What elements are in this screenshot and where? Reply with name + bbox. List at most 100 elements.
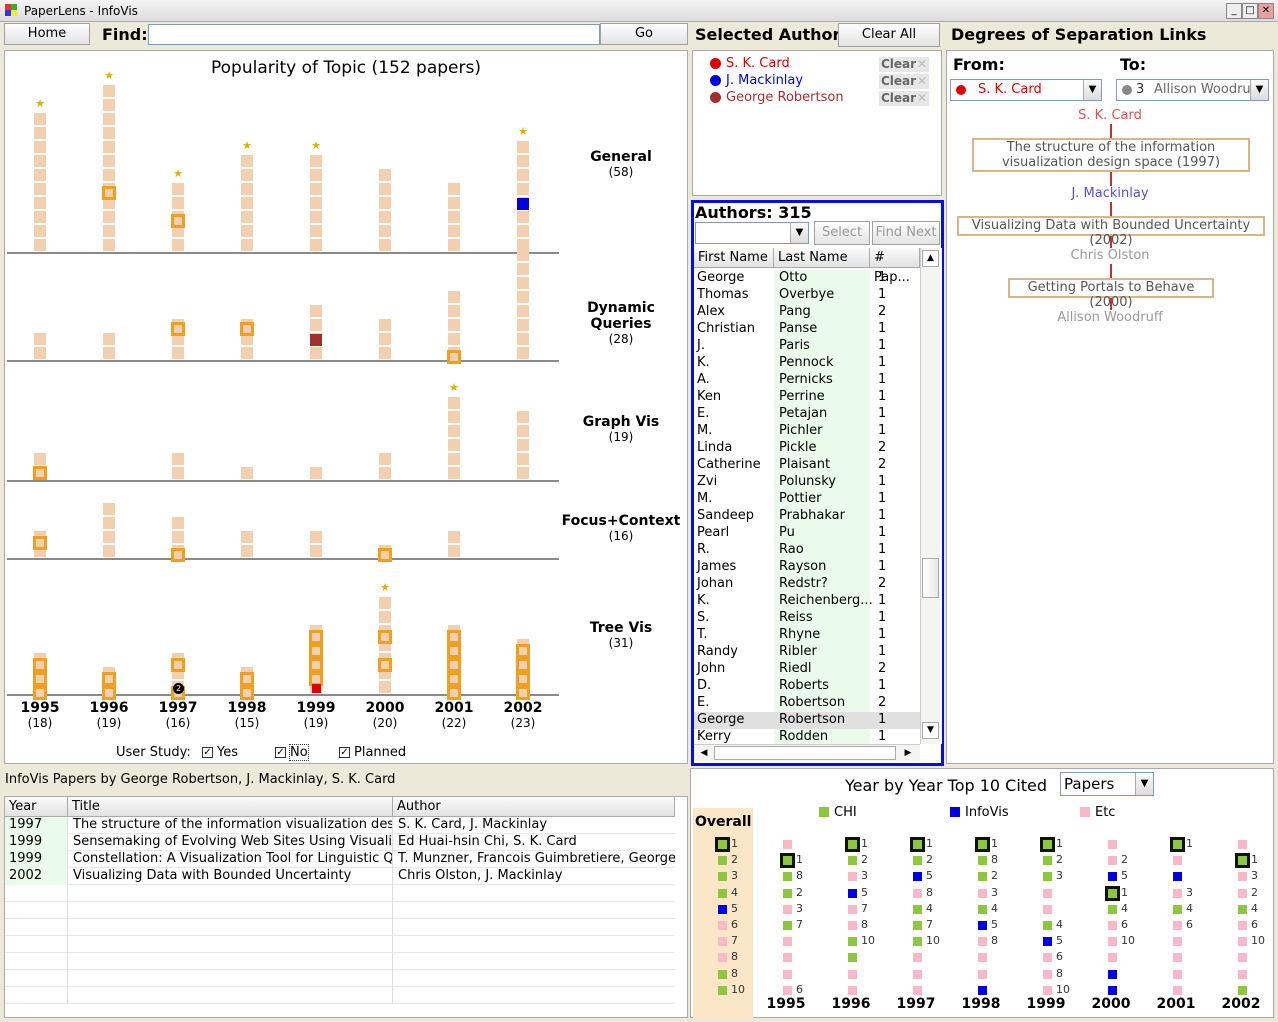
cited-paper-square[interactable]: [1238, 921, 1247, 930]
scroll-up-icon[interactable]: ▲: [922, 250, 939, 267]
author-row[interactable]: S. Reiss 1: [694, 610, 920, 627]
paper-square[interactable]: [34, 155, 46, 167]
paper-square[interactable]: [310, 169, 322, 181]
paper-square[interactable]: [448, 305, 460, 317]
highlighted-paper[interactable]: [309, 630, 323, 644]
paper-square[interactable]: [448, 225, 460, 237]
highlighted-paper[interactable]: [33, 466, 47, 480]
paper-square[interactable]: [241, 467, 253, 479]
paper-square[interactable]: [34, 333, 46, 345]
paper-square[interactable]: [517, 425, 529, 437]
cited-paper-square[interactable]: [1043, 937, 1052, 947]
paper-square[interactable]: [103, 225, 115, 237]
author-row[interactable]: R. Rao 1: [694, 542, 920, 559]
cited-paper-square[interactable]: [1105, 885, 1120, 901]
paper-square[interactable]: [241, 155, 253, 167]
col-last-name[interactable]: Last Name: [774, 248, 870, 268]
cited-paper-square[interactable]: [1043, 921, 1052, 930]
clear-author-button[interactable]: Clear ✕: [879, 57, 929, 72]
paper-square[interactable]: [517, 333, 529, 345]
highlighted-paper[interactable]: [516, 658, 530, 672]
paper-square[interactable]: [34, 183, 46, 195]
paper-square[interactable]: [103, 169, 115, 181]
paper-square[interactable]: [103, 99, 115, 111]
paper-square[interactable]: [34, 141, 46, 153]
cited-paper-square[interactable]: [1108, 921, 1117, 930]
paper-square[interactable]: [310, 239, 322, 251]
paper-square[interactable]: [517, 453, 529, 465]
cited-paper-square[interactable]: [1108, 985, 1117, 995]
cited-paper-square[interactable]: [1043, 872, 1052, 882]
cited-paper-square[interactable]: [913, 856, 922, 866]
author-row[interactable]: John Riedl 2: [694, 661, 920, 678]
cited-paper-square[interactable]: [1173, 872, 1182, 882]
cited-paper-square[interactable]: [1108, 937, 1117, 947]
cited-paper-square[interactable]: [1173, 921, 1182, 930]
highlighted-paper[interactable]: [447, 672, 461, 686]
maximize-icon[interactable]: □: [1242, 3, 1258, 19]
paper-square[interactable]: [34, 211, 46, 223]
paper-square[interactable]: [103, 155, 115, 167]
topic-label-0[interactable]: General (58): [556, 149, 686, 179]
paper-square[interactable]: [310, 347, 322, 359]
scroll-left-icon[interactable]: ◀: [700, 748, 708, 758]
highlighted-paper[interactable]: [171, 322, 185, 336]
topic-label-2[interactable]: Graph Vis (19): [556, 414, 686, 444]
paper-square[interactable]: [103, 113, 115, 125]
author-row[interactable]: George Otto 1: [694, 270, 920, 287]
paper-row[interactable]: 1999 Constellation: A Visualization Tool …: [5, 851, 675, 868]
cited-paper-square[interactable]: [718, 888, 727, 898]
paper-square[interactable]: [34, 113, 46, 125]
paper-square[interactable]: [172, 239, 184, 251]
paper-square[interactable]: [379, 319, 391, 331]
paper-square[interactable]: [448, 397, 460, 409]
filter-no[interactable]: ✓ No: [275, 744, 309, 761]
clear-all-button[interactable]: Clear All: [838, 23, 940, 47]
paper-square[interactable]: [517, 239, 529, 251]
clear-author-button[interactable]: Clear ✕: [879, 74, 929, 89]
dos-paper[interactable]: The structure of the information visuali…: [972, 138, 1250, 172]
minimize-icon[interactable]: _: [1226, 3, 1242, 19]
paper-square[interactable]: [241, 531, 253, 543]
highlighted-paper[interactable]: [102, 186, 116, 200]
highlighted-paper[interactable]: [171, 214, 185, 228]
paper-square[interactable]: [517, 211, 529, 223]
highlighted-paper[interactable]: [447, 350, 461, 364]
paper-square[interactable]: [517, 277, 529, 289]
paper-square[interactable]: [310, 183, 322, 195]
paper-square[interactable]: [379, 239, 391, 251]
cited-paper-square[interactable]: [1235, 853, 1250, 869]
author-row[interactable]: K. Pennock 1: [694, 355, 920, 372]
author-paper-square[interactable]: [517, 198, 529, 210]
paper-square[interactable]: [517, 305, 529, 317]
paper-square[interactable]: [103, 333, 115, 345]
paper-square[interactable]: [172, 517, 184, 529]
cited-paper-square[interactable]: [978, 953, 987, 963]
cited-paper-square[interactable]: [913, 921, 922, 930]
paper-square[interactable]: [172, 531, 184, 543]
author-row[interactable]: Kerry Rodden 1: [694, 729, 920, 744]
cited-paper-square[interactable]: [1173, 904, 1182, 914]
dos-paper[interactable]: Getting Portals to Behave (2000): [1008, 278, 1214, 310]
cited-paper-square[interactable]: [783, 937, 792, 947]
author-row[interactable]: Pearl Pu 1: [694, 525, 920, 542]
cited-paper-square[interactable]: [845, 837, 860, 852]
cited-paper-square[interactable]: [783, 888, 792, 898]
paper-square[interactable]: [172, 467, 184, 479]
highlighted-paper[interactable]: [516, 644, 530, 658]
paper-square[interactable]: [448, 439, 460, 451]
cited-paper-square[interactable]: [913, 872, 922, 882]
paper-row[interactable]: [5, 936, 675, 953]
paper-square[interactable]: [241, 225, 253, 237]
author-row[interactable]: Ken Perrine 1: [694, 389, 920, 406]
paper-square[interactable]: [517, 155, 529, 167]
cited-paper-square[interactable]: [783, 969, 792, 979]
filter-planned[interactable]: ✓ Planned: [339, 745, 407, 760]
clear-author-button[interactable]: Clear ✕: [879, 91, 929, 106]
paper-square[interactable]: [517, 169, 529, 181]
cited-paper-square[interactable]: [783, 985, 792, 995]
topic-label-3[interactable]: Focus+Context (16): [556, 513, 686, 543]
to-dropdown[interactable]: 3 Allison Woodruff ▼: [1116, 79, 1269, 101]
author-row[interactable]: Linda Pickle 2: [694, 440, 920, 457]
author-row[interactable]: George Robertson 1: [694, 712, 920, 729]
